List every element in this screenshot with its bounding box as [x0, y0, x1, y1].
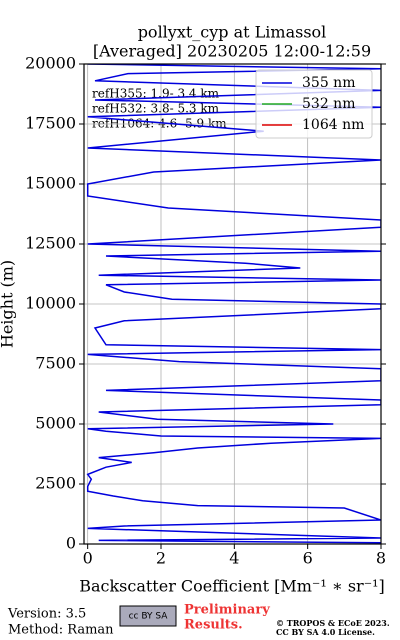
copyright: © TROPOS & ECoE 2023.	[276, 618, 390, 628]
version: Version: 3.5	[7, 607, 86, 622]
y-tick-label: 5000	[35, 414, 76, 433]
legend-label: 1064 nm	[302, 117, 364, 133]
profile-line	[86, 64, 381, 544]
title: pollyxt_cyp at Limassol	[138, 23, 327, 42]
license-text: cc BY SA	[129, 612, 169, 622]
y-tick-label: 12500	[25, 234, 76, 253]
preliminary: Results.	[184, 618, 243, 633]
y-tick-label: 15000	[25, 174, 76, 193]
method: Method: Raman	[8, 623, 114, 638]
plot-frame	[83, 63, 382, 545]
annotation: refH532: 3.8- 5.3 km	[92, 102, 220, 116]
legend-label: 532 nm	[302, 96, 355, 112]
license-badge	[119, 605, 177, 627]
copyright: CC BY SA 4.0 License.	[276, 627, 375, 637]
title: [Averaged] 20230205 12:00-12:59	[93, 42, 371, 61]
y-tick-label: 0	[66, 534, 76, 553]
x-tick-label: 0	[83, 549, 93, 568]
x-tick-label: 6	[303, 549, 313, 568]
y-axis-label: Height (m)	[0, 260, 17, 348]
y-tick-label: 7500	[35, 354, 76, 373]
preliminary: Preliminary	[184, 603, 270, 618]
y-tick-label: 10000	[25, 294, 76, 313]
legend-label: 355 nm	[302, 75, 355, 91]
y-tick-label: 2500	[35, 474, 76, 493]
x-tick-label: 4	[229, 549, 239, 568]
x-tick-label: 2	[156, 549, 166, 568]
y-tick-label: 20000	[25, 54, 76, 73]
legend-box	[255, 69, 373, 139]
x-tick-label: 8	[376, 549, 386, 568]
y-tick-label: 17500	[25, 114, 76, 133]
x-axis-label: Backscatter Coefficient [Mm⁻¹ ∗ sr⁻¹]	[79, 577, 385, 596]
